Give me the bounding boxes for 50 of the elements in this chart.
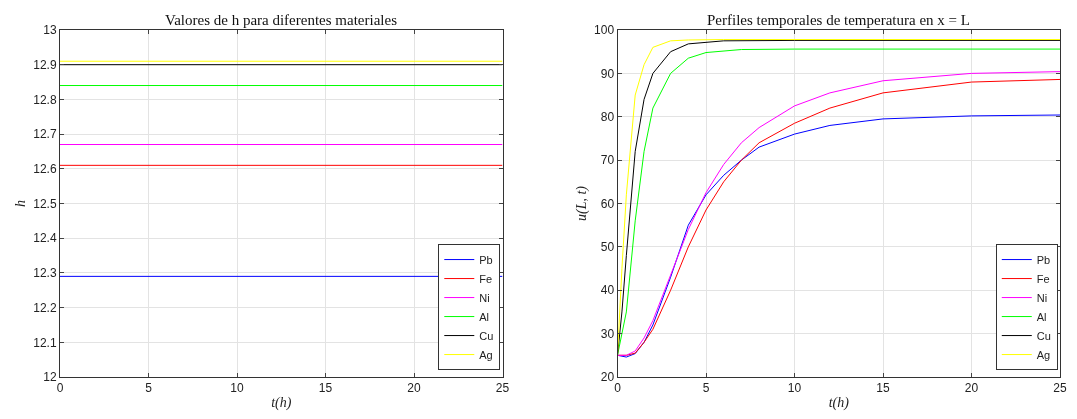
y-tick-label: 50: [600, 240, 615, 255]
x-tick-label: 25: [1053, 381, 1067, 396]
y-tick-label: 60: [600, 196, 615, 211]
legend-label: Ag: [479, 348, 493, 361]
y-tick-label: 12.1: [33, 335, 57, 350]
y-tick-label: 90: [600, 66, 615, 81]
y-tick-label: 80: [600, 109, 615, 124]
legend-label: Fe: [479, 272, 493, 285]
x-axis-title: t(h): [271, 394, 292, 411]
x-tick-label: 25: [495, 381, 510, 396]
legend-label: Ni: [1036, 291, 1048, 304]
legend-label: Pb: [1036, 253, 1051, 266]
legend-label: Al: [479, 310, 490, 323]
x-tick-label: 10: [787, 381, 802, 396]
y-tick-label: 12.3: [33, 266, 57, 281]
legend-label: Cu: [1036, 329, 1051, 342]
y-tick-label: 12: [43, 370, 57, 385]
y-axis-title: u(L, t): [573, 185, 590, 221]
x-tick-label: 5: [145, 381, 153, 396]
x-tick-label: 20: [964, 381, 979, 396]
legend-label: Fe: [1036, 272, 1050, 285]
chart-title: Perfiles temporales de temperatura en x = L: [707, 12, 970, 28]
y-tick-label: 30: [600, 326, 615, 341]
y-tick-label: 12.2: [33, 300, 57, 315]
y-tick-label: 12.4: [33, 231, 57, 246]
legend-label: Ag: [1036, 348, 1051, 361]
chart-title: Valores de h para diferentes materiales: [165, 12, 398, 28]
legend-label: Pb: [479, 253, 493, 266]
x-tick-label: 15: [318, 381, 333, 396]
legend-label: Cu: [479, 329, 494, 342]
y-tick-label: 70: [600, 153, 615, 168]
x-tick-label: 0: [56, 381, 64, 396]
x-axis-title: t(h): [828, 394, 850, 411]
y-tick-label: 12.9: [33, 57, 57, 72]
legend-label: Al: [1036, 310, 1047, 323]
y-tick-label: 13: [43, 23, 57, 38]
y-tick-label: 100: [594, 23, 615, 38]
legend-label: Ni: [479, 291, 490, 304]
y-tick-label: 12.6: [33, 162, 57, 176]
x-tick-label: 20: [407, 381, 421, 396]
y-tick-label: 12.7: [33, 127, 57, 142]
x-tick-label: 10: [230, 381, 244, 396]
x-tick-label: 0: [614, 381, 622, 396]
y-tick-label: 12.8: [33, 92, 57, 107]
x-tick-label: 5: [702, 381, 710, 396]
y-tick-label: 40: [600, 283, 615, 298]
y-axis-title: h: [12, 200, 28, 207]
y-tick-label: 12.5: [33, 196, 57, 211]
y-tick-label: 20: [600, 370, 615, 385]
x-tick-label: 15: [876, 381, 890, 396]
